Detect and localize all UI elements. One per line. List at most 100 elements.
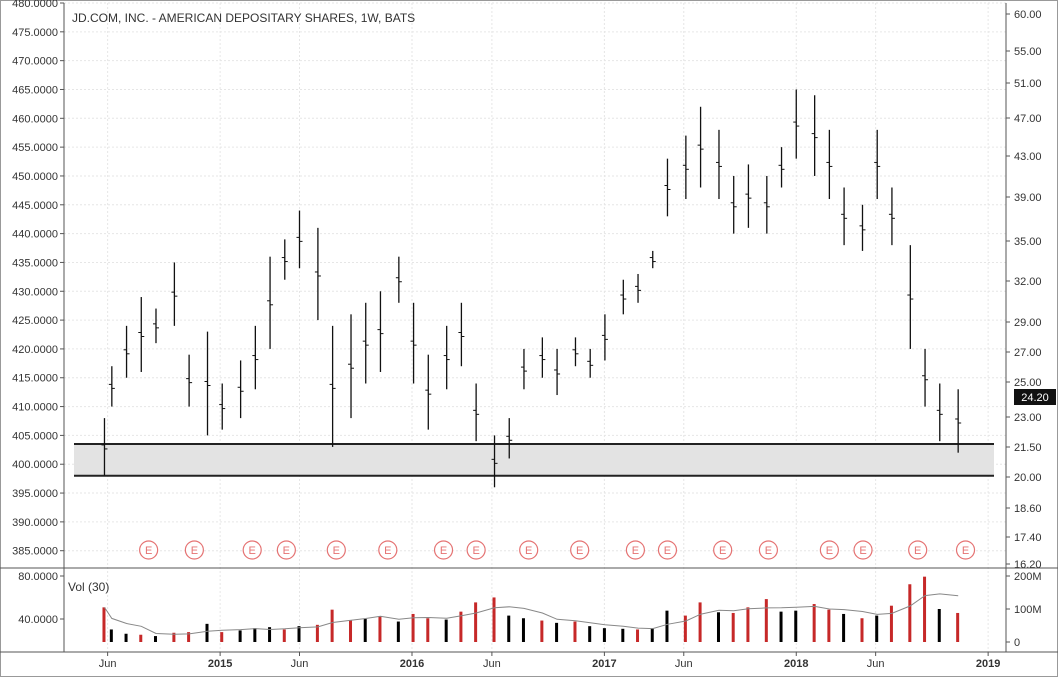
- chart-title: JD.COM, INC. - AMERICAN DEPOSITARY SHARE…: [72, 11, 415, 25]
- volume-bar: [220, 632, 224, 642]
- volume-bar: [923, 576, 927, 642]
- earnings-marker: [326, 540, 346, 560]
- left-tick-label: 475.0000: [12, 27, 58, 39]
- volume-bar: [109, 629, 113, 642]
- earnings-marker: [466, 540, 486, 560]
- earnings-marker: [713, 540, 733, 560]
- volume-bar: [282, 629, 286, 642]
- left-tick-label: 430.0000: [12, 286, 58, 298]
- earnings-marker-label: E: [145, 545, 152, 557]
- right-tick-label: 32.00: [1014, 276, 1042, 288]
- volume-bar: [426, 618, 430, 642]
- volume-bar: [268, 627, 272, 642]
- left-tick-label: 450.0000: [12, 171, 58, 183]
- volume-bar: [172, 632, 176, 642]
- left-tick-label: 405.0000: [12, 430, 58, 442]
- right-tick-label: 43.00: [1014, 151, 1042, 163]
- left-tick-label: 400.0000: [12, 459, 58, 471]
- volume-bar: [956, 612, 960, 642]
- volume-bar: [812, 604, 816, 642]
- support-zone-fill: [74, 444, 994, 476]
- volume-bar: [602, 628, 606, 642]
- volume-bar: [540, 620, 544, 642]
- volume-bar: [746, 607, 750, 642]
- volume-average-line: [104, 593, 959, 635]
- volume-bar: [253, 628, 257, 642]
- volume-bar: [139, 634, 143, 642]
- volume-bars: [102, 576, 960, 642]
- earnings-marker: [242, 540, 262, 560]
- volume-bar: [124, 633, 128, 642]
- right-tick-label: 23.00: [1014, 412, 1042, 424]
- earnings-marker-label: E: [191, 545, 198, 557]
- earnings-marker: [657, 540, 678, 560]
- x-tick-label: 2017: [592, 658, 616, 670]
- earnings-marker-label: E: [664, 545, 671, 557]
- volume-bar: [363, 618, 367, 642]
- volume-legend: Vol (30): [68, 580, 109, 594]
- left-tick-label: 420.0000: [12, 344, 58, 356]
- vol-left-tick-label: 40.0000: [18, 614, 58, 626]
- earnings-marker-label: E: [765, 545, 772, 557]
- earnings-marker: [853, 540, 873, 560]
- earnings-marker: [758, 540, 778, 560]
- earnings-marker-label: E: [472, 545, 479, 557]
- right-tick-label: 39.00: [1014, 192, 1042, 204]
- left-tick-label: 470.0000: [12, 56, 58, 68]
- x-tick-label: Jun: [483, 658, 501, 670]
- left-tick-label: 415.0000: [12, 373, 58, 385]
- last-price-label: 24.20: [1021, 392, 1049, 404]
- volume-bar: [716, 612, 720, 642]
- volume-bar: [330, 609, 334, 642]
- volume-bar: [827, 609, 831, 642]
- volume-bar: [459, 611, 463, 642]
- right-tick-label: 51.00: [1014, 78, 1042, 90]
- x-tick-label: 2016: [400, 658, 424, 670]
- earnings-marker: [908, 540, 928, 560]
- left-tick-label: 480.0000: [12, 0, 58, 10]
- earnings-marker: [570, 540, 590, 560]
- volume-bar: [378, 616, 382, 642]
- price-bars: [101, 89, 962, 488]
- vol-right-tick-label: 0: [1014, 637, 1020, 649]
- volume-bar: [102, 607, 106, 642]
- volume-bar: [573, 621, 577, 642]
- vol-right-tick-label: 100M: [1014, 604, 1042, 616]
- volume-bar: [875, 615, 879, 642]
- earnings-marker: [955, 540, 976, 560]
- volume-bar: [636, 629, 640, 642]
- left-tick-label: 390.0000: [12, 517, 58, 529]
- earnings-marker-label: E: [962, 545, 969, 557]
- right-tick-label: 21.50: [1014, 442, 1042, 454]
- earnings-marker-label: E: [576, 545, 583, 557]
- left-tick-label: 410.0000: [12, 402, 58, 414]
- volume-bar: [187, 632, 191, 642]
- volume-bar: [555, 622, 559, 642]
- x-tick-label: Jun: [867, 658, 885, 670]
- volume-bar: [588, 626, 592, 642]
- earnings-marker-label: E: [632, 545, 639, 557]
- right-tick-label: 17.40: [1014, 532, 1042, 544]
- x-tick-label: Jun: [291, 658, 309, 670]
- volume-bar: [889, 605, 893, 642]
- volume-bar: [521, 618, 525, 642]
- volume-bar: [474, 602, 478, 642]
- left-tick-label: 455.0000: [12, 142, 58, 154]
- right-tick-label: 25.00: [1014, 377, 1042, 389]
- left-tick-label: 465.0000: [12, 84, 58, 96]
- volume-bar: [315, 624, 319, 642]
- earnings-marker: [433, 540, 454, 560]
- earnings-marker: [378, 540, 398, 560]
- x-tick-label: Jun: [675, 658, 693, 670]
- volume-bar: [860, 618, 864, 642]
- volume-bar: [794, 610, 798, 642]
- right-tick-label: 20.00: [1014, 472, 1042, 484]
- earnings-marker-label: E: [719, 545, 726, 557]
- vol-right-tick-label: 200M: [1014, 571, 1042, 583]
- volume-bar: [665, 610, 669, 642]
- volume-bar: [779, 611, 783, 642]
